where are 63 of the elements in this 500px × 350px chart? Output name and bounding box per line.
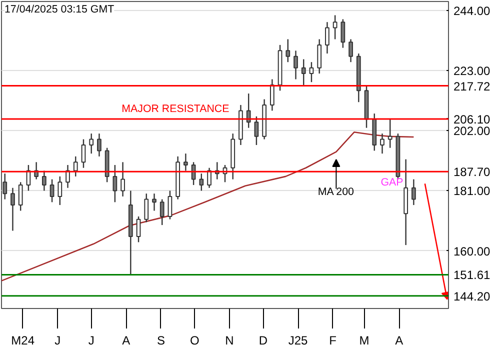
y-tick-label: 160.00 [454, 244, 491, 258]
x-tick-label: J25 [288, 334, 308, 348]
x-tick-label: M [359, 334, 370, 348]
candlestick [136, 216, 141, 243]
x-tick-label: M24 [11, 334, 35, 348]
candlestick [412, 178, 416, 206]
candlestick [325, 21, 330, 54]
x-tick-label: O [190, 334, 200, 348]
annotation: MAJOR RESISTANCE [122, 102, 230, 115]
candlestick [332, 14, 338, 40]
candlestick [120, 162, 125, 198]
candlestick [144, 192, 149, 223]
candlestick [81, 138, 86, 168]
candlestick [50, 178, 54, 203]
y-tick-label: 244.00 [454, 4, 491, 18]
candlestick [270, 78, 274, 112]
y-tick-label: 223.00 [454, 64, 491, 78]
y-tick-label: 181.00 [454, 184, 491, 198]
candlestick [309, 62, 314, 83]
candlestick [340, 18, 346, 48]
candlestick [2, 172, 8, 200]
candlestick [152, 192, 156, 212]
x-tick-label: A [122, 334, 130, 348]
ref-line-label: 217.72 [454, 79, 491, 94]
candlestick [168, 190, 172, 220]
candlestick [207, 167, 212, 188]
candlestick [380, 132, 384, 154]
line-series [2, 131, 414, 282]
ref-line-label: 151.61 [454, 268, 491, 282]
candlestick [58, 176, 62, 206]
candlestick [388, 118, 392, 148]
candlestick [112, 164, 118, 203]
candlestick [246, 92, 251, 128]
x-tick-label: N [225, 334, 234, 348]
candlestick [66, 164, 70, 188]
ref-line-label: 144.20 [454, 289, 491, 304]
candlestick [184, 152, 188, 172]
y-tick-label: 202.00 [454, 124, 491, 138]
candlestick [286, 38, 290, 63]
candlestick [18, 182, 23, 212]
candlestick [317, 38, 322, 74]
x-tick-label: D [258, 334, 268, 348]
candlestick [42, 170, 46, 192]
x-tick-label: J [54, 334, 61, 348]
x-tick-label: J [88, 334, 94, 348]
annotation: GAP [380, 176, 404, 189]
candlestick [10, 187, 15, 232]
candlestick [301, 58, 306, 86]
ref-line-label: 187.70 [454, 165, 491, 180]
candlestick [89, 132, 94, 154]
annotation: MA 200 [318, 186, 354, 198]
candlestick [294, 50, 298, 80]
x-tick-label: F [329, 334, 336, 348]
candlestick [254, 116, 259, 146]
x-tick-label: S [156, 334, 165, 348]
ref-line-label: 206.10 [454, 112, 491, 126]
annotation: 17/04/2025 03:15 GMT [4, 4, 115, 16]
x-tick-label: A [395, 334, 404, 348]
candlestick [348, 38, 353, 63]
candlestick [199, 172, 204, 192]
candlestick [73, 156, 78, 178]
candlestick [97, 132, 102, 158]
candlestick [160, 198, 164, 226]
